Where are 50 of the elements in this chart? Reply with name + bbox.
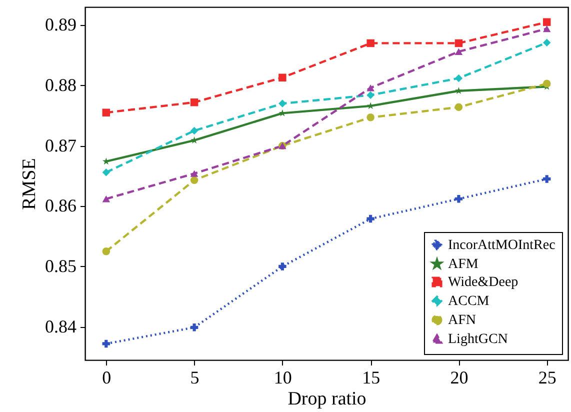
point <box>190 136 198 144</box>
x-tick-label: 10 <box>274 368 292 388</box>
point <box>454 103 463 112</box>
y-tick-label: 0.89 <box>45 14 76 35</box>
y-tick-label: 0.87 <box>45 135 76 156</box>
point <box>278 100 286 108</box>
x-tick-label: 25 <box>538 368 556 388</box>
legend-label: AFM <box>448 257 479 272</box>
point <box>190 170 198 177</box>
y-tick-label: 0.88 <box>45 74 76 95</box>
y-axis-title: RMSE <box>19 158 40 210</box>
x-axis-title: Drop ratio <box>288 388 366 410</box>
point <box>366 84 374 92</box>
point <box>190 324 198 332</box>
point <box>366 214 374 223</box>
y-tick-label: 0.86 <box>45 196 76 216</box>
point <box>455 87 462 94</box>
point <box>542 175 551 183</box>
legend-label: Wide&Deep <box>448 275 518 290</box>
point <box>542 25 551 32</box>
point <box>278 262 286 270</box>
point <box>190 126 198 135</box>
point <box>190 98 198 106</box>
point <box>366 39 374 48</box>
point <box>542 18 551 26</box>
point <box>542 38 551 46</box>
legend-label: ACCM <box>448 294 490 309</box>
point <box>366 114 374 122</box>
point <box>102 168 110 176</box>
y-tick-label: 0.84 <box>45 316 76 336</box>
legend-label: IncorAttMOIntRec <box>448 238 556 253</box>
x-tick-label: 15 <box>362 368 380 388</box>
x-tick-label: 5 <box>190 368 200 388</box>
point <box>542 80 551 88</box>
point <box>454 39 463 48</box>
point <box>454 74 463 82</box>
y-tick-label: 0.85 <box>45 256 76 276</box>
x-tick-label: 20 <box>450 368 468 388</box>
point <box>102 108 110 116</box>
point <box>190 176 198 184</box>
point <box>102 248 110 256</box>
legend-label: LightGCN <box>448 332 508 347</box>
x-tick-label: 0 <box>102 368 112 388</box>
point <box>454 195 463 203</box>
point <box>278 74 286 82</box>
point <box>102 340 110 348</box>
legend-label: AFN <box>448 313 476 328</box>
point <box>366 91 374 99</box>
point <box>102 196 110 202</box>
point <box>454 48 463 56</box>
